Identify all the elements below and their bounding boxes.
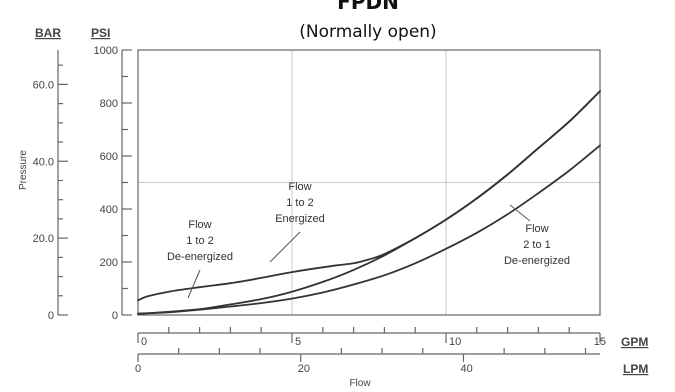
bar-tick-label: 0 xyxy=(48,310,54,322)
annotation-line: Energized xyxy=(275,213,325,225)
gpm-tick-label: 5 xyxy=(295,336,301,348)
lpm-tick-label: 40 xyxy=(460,363,472,375)
flow-2-to-1-curve xyxy=(137,144,601,315)
psi-tick-label: 1000 xyxy=(94,45,118,57)
annotation-line: De-energized xyxy=(504,255,570,267)
annotation-flow-2-to-1: Flow 2 to 1 De-energized xyxy=(504,223,570,267)
annotation-line: 1 to 2 xyxy=(286,197,314,209)
gpm-unit-label: GPM xyxy=(621,335,648,349)
lpm-tick-label: 0 xyxy=(135,363,141,375)
bar-unit-label: BAR xyxy=(35,26,61,40)
annotation-line: Flow xyxy=(188,219,211,231)
annotation-leader xyxy=(269,231,301,263)
bar-tick-label: 40.0 xyxy=(33,156,54,168)
plot-frame xyxy=(137,49,601,316)
chart-title: FPDN xyxy=(337,0,399,14)
de-energized-curve xyxy=(137,90,601,302)
annotation-de-energized: Flow 1 to 2 De-energized xyxy=(167,219,233,263)
psi-tick-label: 400 xyxy=(100,204,118,216)
gpm-tick-label: 0 xyxy=(141,336,147,348)
chart-subtitle: (Normally open) xyxy=(299,22,436,42)
bar-tick-label: 60.0 xyxy=(33,79,54,91)
psi-tick-label: 800 xyxy=(100,98,118,110)
psi-tick-label: 600 xyxy=(100,151,118,163)
annotation-line: 1 to 2 xyxy=(186,235,214,247)
psi-unit-label: PSI xyxy=(91,26,110,40)
psi-tick-label: 200 xyxy=(100,257,118,269)
x-axis-title: Flow xyxy=(349,378,371,389)
psi-tick-label: 0 xyxy=(112,310,118,322)
gpm-tick-label: 15 xyxy=(594,336,606,348)
annotation-line: 2 to 1 xyxy=(523,239,551,251)
lpm-unit-label: LPM xyxy=(623,362,648,376)
annotation-line: Flow xyxy=(288,181,311,193)
annotation-energized: Flow 1 to 2 Energized xyxy=(275,181,325,225)
annotation-line: De-energized xyxy=(167,251,233,263)
annotation-leader xyxy=(187,269,201,299)
gpm-tick-label: 10 xyxy=(449,336,461,348)
annotation-line: Flow xyxy=(525,223,548,235)
annotation-leader xyxy=(509,204,531,222)
bar-tick-label: 20.0 xyxy=(33,233,54,245)
y-axis-title: Pressure xyxy=(18,150,29,190)
lpm-tick-label: 20 xyxy=(298,363,310,375)
